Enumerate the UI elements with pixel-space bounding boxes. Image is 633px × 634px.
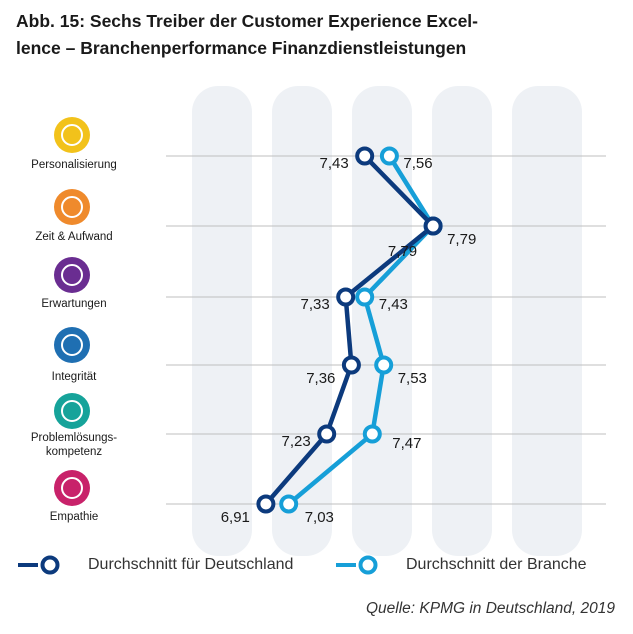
zeit-aufwand-icon bbox=[54, 189, 90, 225]
value-label-branche: 7,47 bbox=[392, 435, 421, 452]
source-note: Quelle: KPMG in Deutschland, 2019 bbox=[366, 600, 615, 617]
value-label-deutschland: 7,23 bbox=[281, 433, 310, 450]
point-branche bbox=[355, 287, 375, 307]
chart-title: Abb. 15: Sechs Treiber der Customer Expe… bbox=[16, 11, 478, 58]
legend-label-branche: Durchschnitt der Branche bbox=[406, 556, 587, 573]
value-label-deutschland: 7,43 bbox=[319, 155, 348, 172]
integritaet-icon bbox=[54, 327, 90, 363]
empathie-icon bbox=[54, 470, 90, 506]
point-branche bbox=[374, 355, 394, 375]
value-label-branche: 7,03 bbox=[305, 509, 334, 526]
series-lines bbox=[264, 154, 436, 506]
category-label: Integrität bbox=[52, 371, 98, 383]
series-line-deutschland bbox=[264, 154, 436, 506]
category-label: Personalisierung bbox=[31, 159, 117, 171]
value-label-deutschland: 7,36 bbox=[306, 370, 335, 387]
value-label-deutschland: 7,33 bbox=[300, 296, 329, 313]
watermark-column bbox=[272, 86, 332, 556]
point-deutschland bbox=[336, 287, 356, 307]
point-deutschland bbox=[423, 216, 443, 236]
watermark-column bbox=[192, 86, 252, 556]
category-label: Zeit & Aufwand bbox=[35, 231, 112, 243]
value-label-deutschland: 6,91 bbox=[221, 509, 250, 526]
point-deutschland bbox=[317, 424, 337, 444]
legend-label-deutschland: Durchschnitt für Deutschland bbox=[88, 556, 294, 573]
point-deutschland bbox=[355, 146, 375, 166]
legend: Durchschnitt für Deutschland Durchschnit… bbox=[16, 550, 626, 580]
legend-swatch-branche bbox=[336, 555, 378, 575]
category-labels: Personalisierung Zeit & Aufwand Erwartunge… bbox=[31, 159, 117, 523]
category-label: Empathie bbox=[50, 511, 99, 523]
watermark-column bbox=[512, 86, 582, 556]
series-line-branche bbox=[287, 154, 436, 506]
point-deutschland bbox=[256, 494, 276, 514]
erwartungen-icon bbox=[54, 257, 90, 293]
series-points bbox=[256, 146, 443, 514]
point-branche bbox=[279, 494, 299, 514]
legend-swatch-deutschland bbox=[18, 555, 60, 575]
value-label-branche: 7,53 bbox=[398, 370, 427, 387]
value-label-branche: 7,56 bbox=[403, 155, 432, 172]
value-label-branche: 7,79 bbox=[447, 231, 476, 248]
legend-item-deutschland: Durchschnitt für Deutschland bbox=[16, 550, 293, 580]
value-label-deutschland: 7,79 bbox=[388, 243, 417, 260]
personalisierung-icon bbox=[54, 117, 90, 153]
point-deutschland bbox=[341, 355, 361, 375]
legend-item-branche: Durchschnitt der Branche bbox=[334, 550, 587, 580]
point-branche bbox=[362, 424, 382, 444]
category-label: Erwartungen bbox=[41, 298, 106, 310]
problemloesung-icon bbox=[54, 393, 90, 429]
value-labels: 7,43 7,79 7,33 7,36 7,23 6,91 7,56 7,79 7,43 7,53… bbox=[221, 155, 477, 526]
value-label-branche: 7,43 bbox=[379, 296, 408, 313]
category-label: kompetenz bbox=[46, 446, 103, 458]
category-icons bbox=[54, 117, 90, 506]
point-branche bbox=[379, 146, 399, 166]
category-label: Problemlösungs- bbox=[31, 432, 117, 444]
watermark-column bbox=[432, 86, 492, 556]
